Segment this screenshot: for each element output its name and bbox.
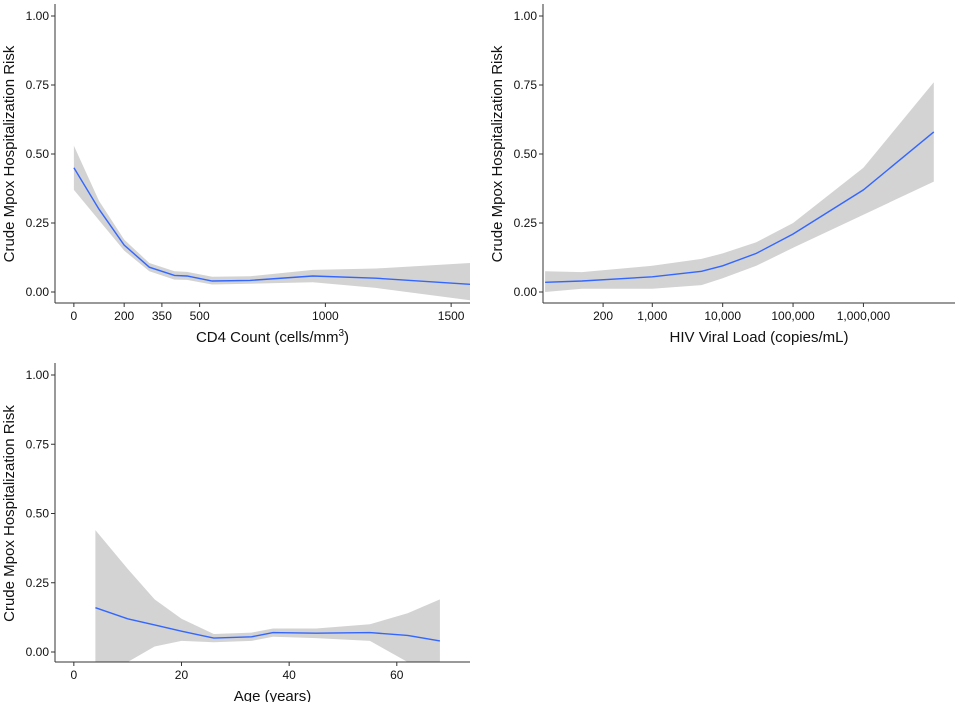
y-tick-label: 0.25 (26, 576, 50, 590)
x-tick-label: 10,000 (704, 309, 741, 323)
fit-line (73, 167, 471, 285)
panel-3: 0.00 0.25 0.50 0.75 1.00 0 20 40 60 Age (years) Cr… (1, 363, 470, 705)
x-tick-label: 0 (70, 668, 77, 682)
y-tick-label: 0.00 (26, 645, 50, 659)
y-tick-label: 0.25 (514, 216, 538, 230)
x-tick-label: 40 (282, 668, 296, 682)
x-axis-label: Age (years) (234, 688, 312, 702)
x-tick-label: 1000 (312, 309, 339, 323)
panel-1: 0.00 0.25 0.50 0.75 1.00 0 200 350 500 1000 1500 CD… (1, 4, 471, 346)
y-axis-label: Crude Mpox Hospitalization Risk (1, 45, 18, 262)
y-tick-label: 1.00 (26, 9, 50, 23)
fit-line (95, 607, 441, 642)
confidence-band (545, 82, 934, 292)
y-tick-label: 0.00 (514, 285, 538, 299)
y-tick-label: 1.00 (26, 368, 50, 382)
y-tick-label: 0.50 (26, 507, 50, 521)
x-axis-label: CD4 Count (cells/mm3) (196, 328, 349, 346)
y-tick-label: 0.75 (514, 78, 538, 92)
x-tick-label: 500 (190, 309, 210, 323)
fit-line (545, 131, 935, 283)
y-tick-label: 0.75 (26, 78, 50, 92)
y-axis-label: Crude Mpox Hospitalization Risk (489, 45, 506, 262)
y-tick-label: 0.50 (514, 147, 538, 161)
y-tick-label: 0.75 (26, 437, 50, 451)
x-tick-label: 350 (152, 309, 172, 323)
x-axis-label: HIV Viral Load (copies/mL) (670, 329, 849, 346)
panel-2: 0.00 0.25 0.50 0.75 1.00 200 1,000 10,000 100,00… (489, 4, 955, 346)
confidence-band (95, 530, 440, 662)
confidence-band (73, 145, 471, 301)
y-tick-label: 0.25 (26, 216, 50, 230)
x-tick-label: 20 (175, 668, 189, 682)
x-tick-label: 1500 (438, 309, 465, 323)
y-tick-label: 1.00 (514, 9, 538, 23)
x-tick-label: 0 (71, 309, 78, 323)
y-tick-label: 0.00 (26, 285, 50, 299)
y-axis-label: Crude Mpox Hospitalization Risk (1, 405, 18, 622)
x-tick-label: 200 (593, 309, 613, 323)
x-tick-label: 1,000,000 (837, 309, 891, 323)
x-tick-label: 1,000 (637, 309, 667, 323)
x-tick-label: 100,000 (771, 309, 815, 323)
x-tick-label: 200 (114, 309, 134, 323)
x-tick-label: 60 (390, 668, 404, 682)
y-tick-label: 0.50 (26, 147, 50, 161)
